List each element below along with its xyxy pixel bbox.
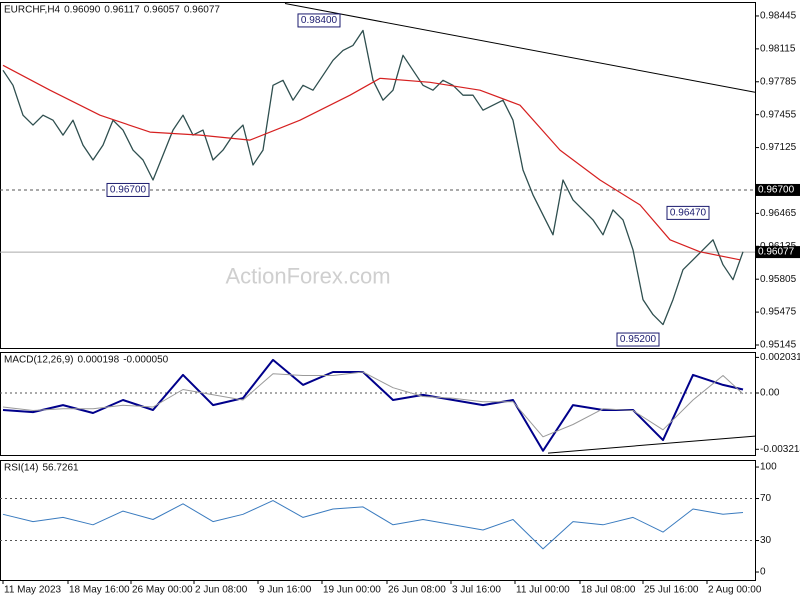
x-tick-label: 11 Jul 00:00 bbox=[516, 585, 570, 596]
y-tick-label: -0.003214 bbox=[760, 444, 800, 455]
y-tick-label: 0.96465 bbox=[760, 208, 797, 219]
annotation-box bbox=[616, 332, 660, 347]
annotation-label: 0.96700 bbox=[110, 185, 147, 196]
x-tick-label: 26 May 00:00 bbox=[132, 585, 193, 596]
annotation-label: 0.95200 bbox=[620, 334, 657, 345]
series-line bbox=[2, 29, 744, 326]
annotation-box bbox=[297, 13, 341, 28]
last-price-label: 0.96077 bbox=[758, 247, 795, 258]
header-value: 56.7261 bbox=[42, 463, 79, 474]
level-label: 0.96700 bbox=[758, 185, 795, 196]
level-label-box bbox=[756, 183, 800, 196]
header-value: 0.96117 bbox=[104, 5, 140, 16]
panel-frame bbox=[0, 2, 756, 349]
trendline bbox=[284, 3, 756, 93]
annotation-label: 0.96470 bbox=[670, 208, 707, 219]
annotation-label: 0.98400 bbox=[301, 15, 338, 26]
x-tick-label: 11 May 2023 bbox=[4, 585, 62, 596]
y-tick-label: 0.98115 bbox=[760, 44, 796, 55]
x-tick-label: 2 Aug 00:00 bbox=[708, 585, 762, 596]
x-tick-label: 25 Jul 16:00 bbox=[644, 585, 699, 596]
panel-title: MACD(12,26,9) bbox=[4, 355, 73, 366]
y-tick-label: 0.97455 bbox=[760, 109, 797, 120]
x-tick-label: 2 Jun 08:00 bbox=[195, 585, 248, 596]
watermark: ActionForex.com bbox=[225, 264, 390, 289]
header-value: 0.96057 bbox=[144, 5, 181, 16]
x-tick-label: 9 Jun 16:00 bbox=[259, 585, 312, 596]
annotation-box bbox=[666, 205, 710, 220]
y-tick-label: 0.95145 bbox=[760, 340, 797, 351]
series-line bbox=[2, 500, 744, 550]
x-tick-label: 26 Jun 08:00 bbox=[388, 585, 446, 596]
y-tick-label: 0.98445 bbox=[760, 11, 797, 22]
panel-title: EURCHF,H4 bbox=[4, 5, 61, 16]
x-tick-label: 18 May 16:00 bbox=[69, 585, 130, 596]
header-value: 0.000198 bbox=[77, 355, 119, 366]
trendline bbox=[547, 435, 756, 454]
header-value: -0.000050 bbox=[123, 355, 168, 366]
y-tick-label: 0.00 bbox=[760, 388, 780, 399]
y-tick-label: 0.95475 bbox=[760, 307, 797, 318]
x-tick-label: 19 Jun 00:00 bbox=[323, 585, 381, 596]
y-tick-label: 0 bbox=[760, 567, 766, 578]
x-tick-label: 3 Jul 16:00 bbox=[452, 585, 501, 596]
y-tick-label: 100 bbox=[760, 462, 777, 473]
header-value: 0.96077 bbox=[184, 5, 221, 16]
y-tick-label: 70 bbox=[760, 493, 772, 504]
panel-title: RSI(14) bbox=[4, 463, 38, 474]
series-line bbox=[2, 371, 744, 438]
last-price-box bbox=[756, 246, 800, 259]
y-tick-label: 0.002031 bbox=[760, 352, 800, 363]
annotation-box bbox=[106, 182, 150, 197]
y-tick-label: 0.97785 bbox=[760, 76, 797, 87]
y-tick-label: 0.95805 bbox=[760, 274, 797, 285]
series-line bbox=[2, 64, 741, 261]
panel-frame bbox=[0, 460, 756, 581]
series-line bbox=[2, 358, 744, 452]
y-tick-label: 30 bbox=[760, 535, 772, 546]
panel-frame bbox=[0, 352, 756, 456]
y-tick-label: 0.97125 bbox=[760, 142, 797, 153]
x-tick-label: 18 Jul 08:00 bbox=[581, 585, 636, 596]
header-value: 0.96090 bbox=[64, 5, 101, 16]
